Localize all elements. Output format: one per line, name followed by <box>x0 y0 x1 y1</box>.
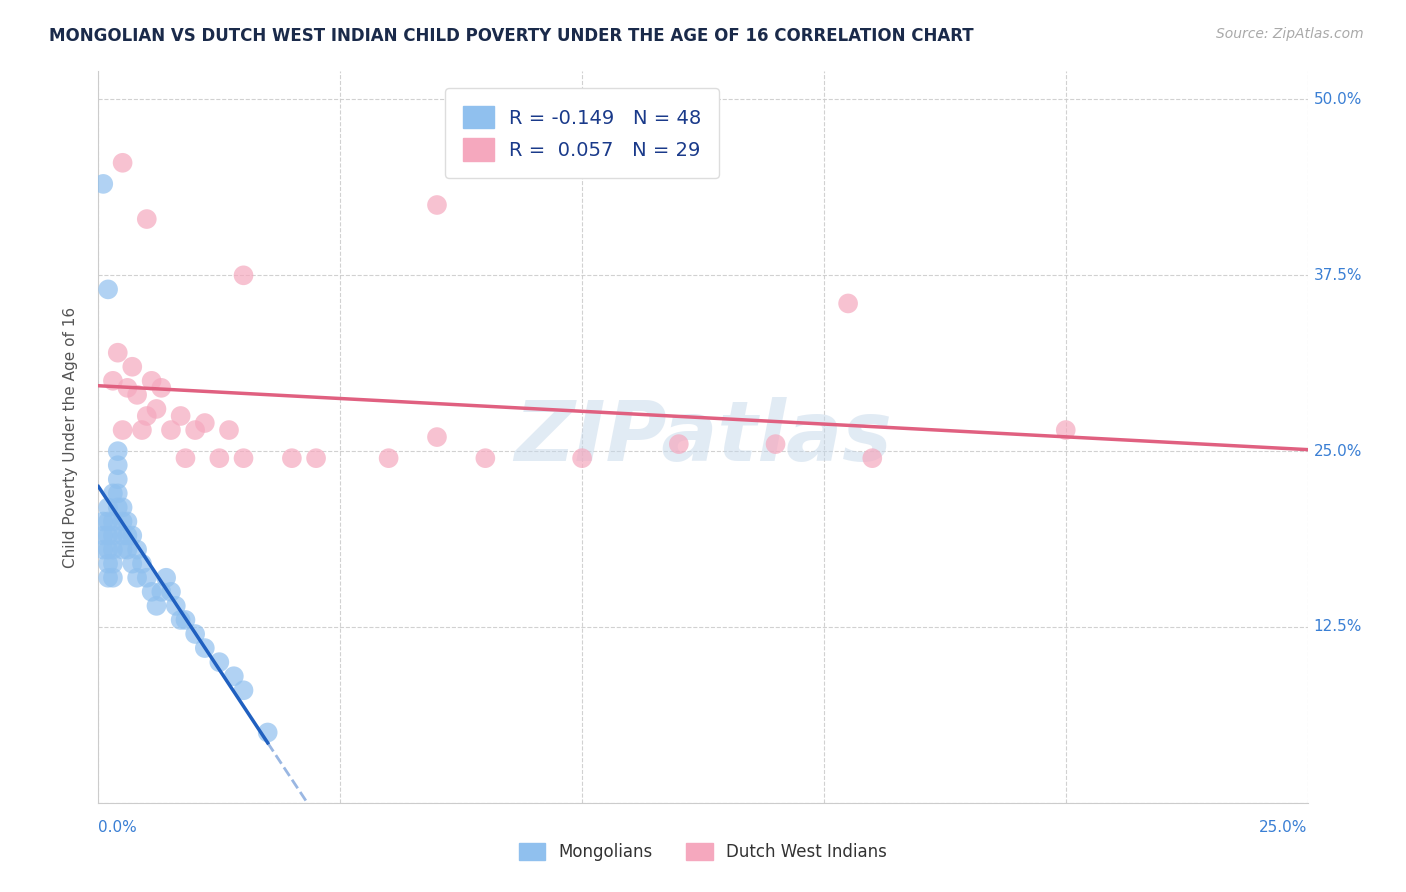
Point <box>91 542 114 557</box>
Point <box>668 437 690 451</box>
Point <box>837 296 859 310</box>
Point <box>426 430 449 444</box>
Point <box>107 500 129 515</box>
Point <box>111 423 134 437</box>
Point <box>194 641 217 656</box>
Point <box>232 268 254 283</box>
Point <box>117 542 139 557</box>
Point <box>174 451 197 466</box>
Point <box>121 557 143 571</box>
Text: 0.0%: 0.0% <box>98 820 138 835</box>
Point <box>107 345 129 359</box>
Point <box>474 451 496 466</box>
Point <box>111 500 134 515</box>
Point <box>145 401 167 416</box>
Text: 12.5%: 12.5% <box>1313 619 1362 634</box>
Point <box>111 156 134 170</box>
Point <box>131 423 153 437</box>
Point <box>305 451 328 466</box>
Point <box>184 627 207 641</box>
Point <box>97 282 120 296</box>
Point <box>101 486 124 500</box>
Point <box>256 725 278 739</box>
Point <box>174 613 197 627</box>
Point <box>101 528 124 542</box>
Point <box>377 451 399 466</box>
Point <box>135 409 157 423</box>
Point <box>232 451 254 466</box>
Point <box>107 444 129 458</box>
Y-axis label: Child Poverty Under the Age of 16: Child Poverty Under the Age of 16 <box>63 307 77 567</box>
Point <box>169 409 191 423</box>
Point <box>127 388 149 402</box>
Point <box>860 451 883 466</box>
Point <box>101 542 124 557</box>
Point <box>107 472 129 486</box>
Point <box>117 515 139 529</box>
Point <box>222 669 245 683</box>
Point <box>150 584 173 599</box>
Point <box>91 528 114 542</box>
Point <box>111 528 134 542</box>
Point <box>145 599 167 613</box>
Point <box>97 500 120 515</box>
Point <box>121 359 143 374</box>
Point <box>150 381 173 395</box>
Point <box>165 599 187 613</box>
Point <box>111 542 134 557</box>
Text: 25.0%: 25.0% <box>1260 820 1308 835</box>
Point <box>155 571 177 585</box>
Legend: Mongolians, Dutch West Indians: Mongolians, Dutch West Indians <box>512 836 894 868</box>
Point <box>160 423 183 437</box>
Text: Source: ZipAtlas.com: Source: ZipAtlas.com <box>1216 27 1364 41</box>
Point <box>571 451 593 466</box>
Point <box>127 542 149 557</box>
Point <box>101 571 124 585</box>
Point <box>765 437 787 451</box>
Point <box>117 381 139 395</box>
Point <box>101 374 124 388</box>
Point <box>141 584 163 599</box>
Point <box>232 683 254 698</box>
Point <box>97 515 120 529</box>
Point <box>97 528 120 542</box>
Point <box>121 528 143 542</box>
Point <box>101 515 124 529</box>
Point <box>107 486 129 500</box>
Point <box>169 613 191 627</box>
Point <box>1054 423 1077 437</box>
Point <box>101 557 124 571</box>
Text: 50.0%: 50.0% <box>1313 92 1362 107</box>
Point <box>208 655 231 669</box>
Point <box>97 542 120 557</box>
Point <box>135 212 157 227</box>
Point <box>160 584 183 599</box>
Point <box>218 423 240 437</box>
Text: 25.0%: 25.0% <box>1313 443 1362 458</box>
Point <box>135 571 157 585</box>
Point <box>111 515 134 529</box>
Point <box>127 571 149 585</box>
Point <box>97 571 120 585</box>
Point <box>97 557 120 571</box>
Text: 37.5%: 37.5% <box>1313 268 1362 283</box>
Text: MONGOLIAN VS DUTCH WEST INDIAN CHILD POVERTY UNDER THE AGE OF 16 CORRELATION CHA: MONGOLIAN VS DUTCH WEST INDIAN CHILD POV… <box>49 27 974 45</box>
Point <box>117 528 139 542</box>
Point <box>194 416 217 430</box>
Point <box>107 458 129 473</box>
Text: ZIPatlas: ZIPatlas <box>515 397 891 477</box>
Point <box>131 557 153 571</box>
Point <box>141 374 163 388</box>
Point <box>91 515 114 529</box>
Point <box>208 451 231 466</box>
Point <box>184 423 207 437</box>
Point <box>91 177 114 191</box>
Point <box>281 451 304 466</box>
Point <box>426 198 449 212</box>
